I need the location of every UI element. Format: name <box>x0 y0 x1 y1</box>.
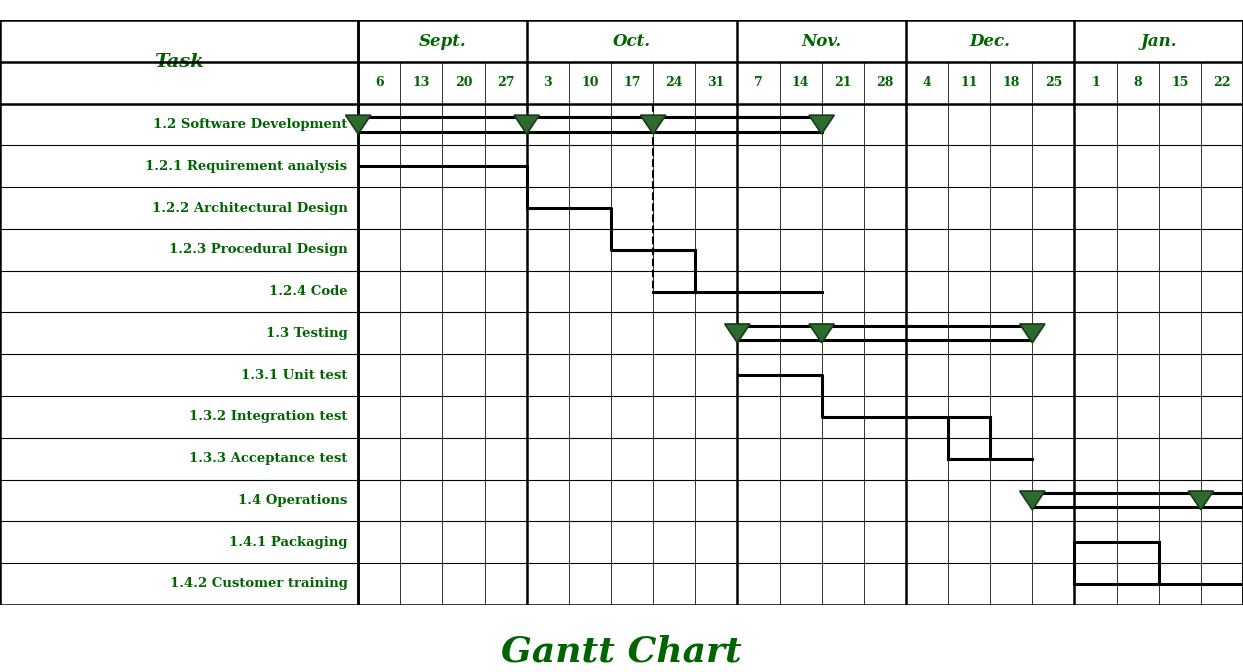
Text: 7: 7 <box>755 77 763 89</box>
Polygon shape <box>515 115 539 134</box>
Text: 31: 31 <box>707 77 725 89</box>
Text: 20: 20 <box>455 77 472 89</box>
Text: 28: 28 <box>876 77 894 89</box>
Text: 1.4.1 Packaging: 1.4.1 Packaging <box>229 536 348 548</box>
Text: 8: 8 <box>1134 77 1142 89</box>
Polygon shape <box>1019 324 1045 343</box>
Text: 14: 14 <box>792 77 809 89</box>
Text: Oct.: Oct. <box>613 32 651 50</box>
Text: 18: 18 <box>1003 77 1021 89</box>
Text: Gantt Chart: Gantt Chart <box>501 635 742 669</box>
Text: 1.3.1 Unit test: 1.3.1 Unit test <box>241 369 348 382</box>
Text: 6: 6 <box>375 77 384 89</box>
Text: 1.4 Operations: 1.4 Operations <box>239 494 348 507</box>
Text: 1.3.3 Acceptance test: 1.3.3 Acceptance test <box>189 452 348 465</box>
Text: 1.3.2 Integration test: 1.3.2 Integration test <box>189 411 348 423</box>
Text: Sept.: Sept. <box>419 32 466 50</box>
Text: 4: 4 <box>922 77 931 89</box>
Polygon shape <box>1019 491 1045 510</box>
Text: Dec.: Dec. <box>970 32 1011 50</box>
Text: 25: 25 <box>1044 77 1062 89</box>
Text: 22: 22 <box>1213 77 1231 89</box>
Text: 24: 24 <box>665 77 682 89</box>
Text: 1.4.2 Customer training: 1.4.2 Customer training <box>170 577 348 591</box>
Polygon shape <box>346 115 370 134</box>
Polygon shape <box>809 324 834 343</box>
Text: 1.2.2 Architectural Design: 1.2.2 Architectural Design <box>152 202 348 214</box>
Polygon shape <box>725 324 750 343</box>
Text: 3: 3 <box>543 77 552 89</box>
Text: 27: 27 <box>497 77 515 89</box>
Polygon shape <box>1188 491 1213 510</box>
Text: Task: Task <box>154 53 204 71</box>
Text: 10: 10 <box>582 77 599 89</box>
Text: 1.2.4 Code: 1.2.4 Code <box>268 285 348 298</box>
Text: 11: 11 <box>961 77 978 89</box>
Text: 1.2.3 Procedural Design: 1.2.3 Procedural Design <box>169 243 348 256</box>
Text: 17: 17 <box>623 77 641 89</box>
Text: 1.3 Testing: 1.3 Testing <box>266 327 348 340</box>
Text: 1: 1 <box>1091 77 1100 89</box>
Text: Jan.: Jan. <box>1141 32 1177 50</box>
Text: Nov.: Nov. <box>802 32 842 50</box>
Text: 21: 21 <box>834 77 851 89</box>
Polygon shape <box>809 115 834 134</box>
Text: 1.2 Software Development: 1.2 Software Development <box>153 118 348 131</box>
Text: 15: 15 <box>1171 77 1188 89</box>
Polygon shape <box>640 115 666 134</box>
Text: 13: 13 <box>413 77 430 89</box>
Text: 1.2.1 Requirement analysis: 1.2.1 Requirement analysis <box>145 160 348 173</box>
